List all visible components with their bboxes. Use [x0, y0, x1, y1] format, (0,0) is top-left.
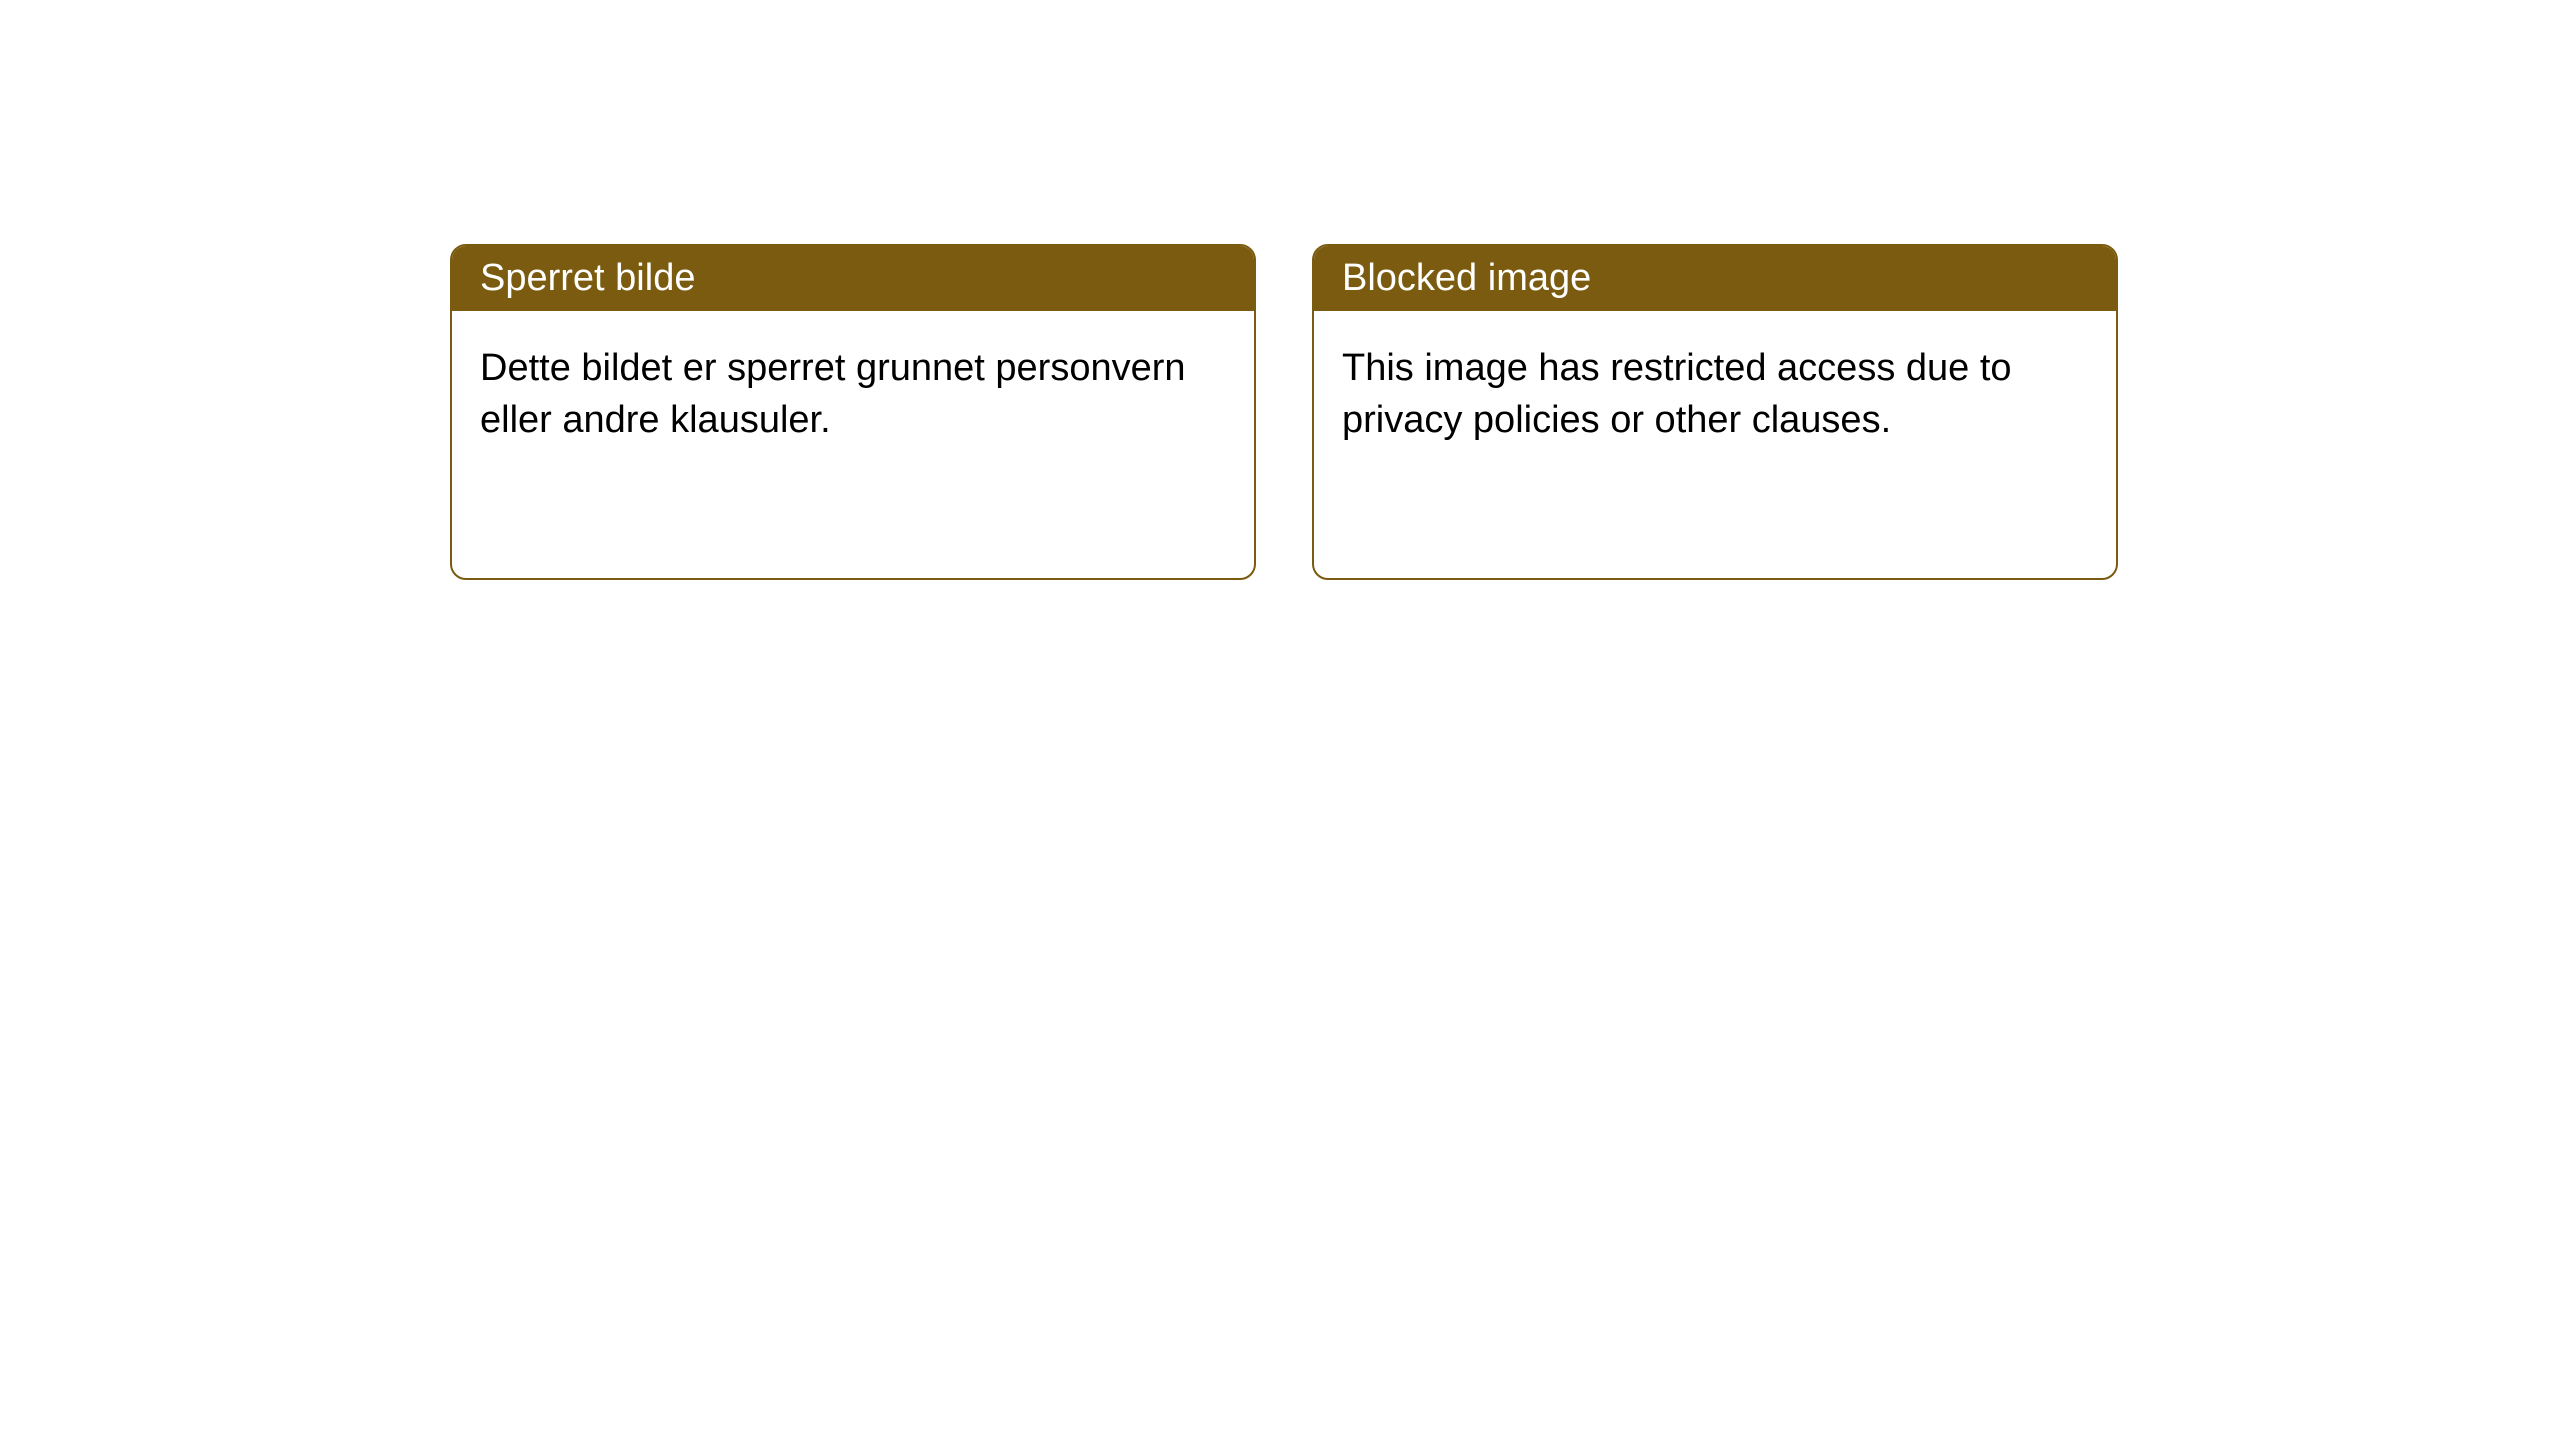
card-body-en: This image has restricted access due to … [1314, 311, 2116, 478]
blocked-image-card-no: Sperret bilde Dette bildet er sperret gr… [450, 244, 1256, 580]
card-title-no: Sperret bilde [452, 246, 1254, 311]
card-title-en: Blocked image [1314, 246, 2116, 311]
card-body-no: Dette bildet er sperret grunnet personve… [452, 311, 1254, 478]
notice-container: Sperret bilde Dette bildet er sperret gr… [0, 0, 2560, 580]
blocked-image-card-en: Blocked image This image has restricted … [1312, 244, 2118, 580]
